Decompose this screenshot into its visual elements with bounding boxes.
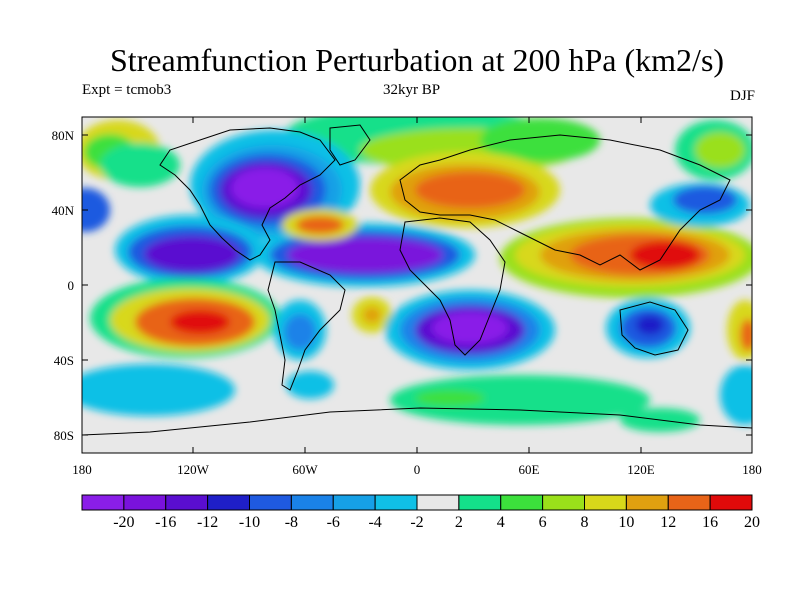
colorbar-swatch [249,494,292,511]
lon-label-0: 0 [414,462,421,477]
colorbar-swatch [374,494,418,511]
lat-label-40s: 40S [54,353,74,368]
colorbar-label: 16 [702,514,718,531]
colorbar-swatch [542,494,585,511]
colorbar-swatch [667,494,711,511]
colorbar-label: -16 [155,514,176,531]
colorbar-swatch [416,494,460,511]
colorbar-swatch [332,494,376,511]
lat-label-80n: 80N [52,128,75,143]
colorbar-swatch [709,494,753,511]
lon-label-60e: 60E [519,462,540,477]
colorbar-swatch [81,494,125,511]
lon-label-60w: 60W [292,462,318,477]
colorbar-label: -2 [410,514,423,531]
colorbar-swatch [584,494,627,511]
lat-label-80s: 80S [54,428,74,443]
colorbar-swatch [207,494,250,511]
coastlines [82,124,752,436]
lon-label-120w: 120W [177,462,210,477]
colorbar-swatch [165,494,209,511]
colorbar-swatch [123,494,167,511]
colorbar-label: 20 [744,514,760,531]
time-period-label: 32kyr BP [383,82,441,98]
colorbar-label: -12 [197,514,218,531]
colorbar-label: -10 [239,514,260,531]
colorbar-label: -8 [285,514,298,531]
colorbar-label: 2 [455,514,463,531]
lon-label-180w: 180 [72,462,92,477]
colorbar-label: 12 [660,514,676,531]
colorbar-label: 4 [497,514,505,531]
axis-ticks [82,117,752,453]
colorbar-swatch [625,494,669,511]
colorbar-label: 8 [581,514,589,531]
colorbar-label: -6 [327,514,340,531]
colorbar-label: 10 [618,514,634,531]
contour-field [82,117,752,453]
lat-label-0: 0 [68,278,75,293]
map-title: Streamfunction Perturbation at 200 hPa (… [109,42,725,78]
colorbar-label: -20 [113,514,134,531]
colorbar-swatch [290,494,334,511]
longitude-labels: 180 120W 60W 0 60E 120E 180 [72,462,762,477]
colorbar: -20 -16 -12 -10 -8 -6 -4 -2 2 4 6 8 10 12 16 20 [81,494,760,531]
season-label: DJF [729,88,755,104]
colorbar-swatch [500,494,544,511]
experiment-label: Expt = tcmob3 [82,82,172,98]
latitude-labels: 80N 40N 0 40S 80S [52,128,75,443]
colorbar-label: 6 [539,514,547,531]
colorbar-label: -4 [368,514,381,531]
colorbar-swatch [458,494,502,511]
lat-label-40n: 40N [52,203,75,218]
lon-label-120e: 120E [627,462,655,477]
lon-label-180e: 180 [742,462,762,477]
